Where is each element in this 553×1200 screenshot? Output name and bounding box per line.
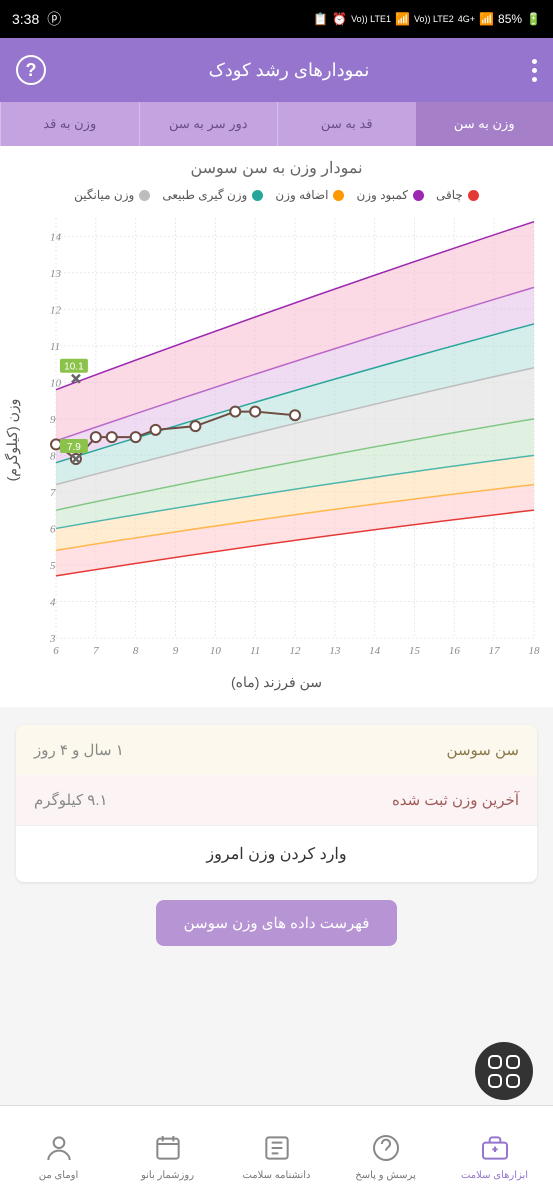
svg-text:7: 7 bbox=[93, 645, 99, 657]
pinterest-icon: ⓟ bbox=[47, 9, 61, 29]
status-bar: 3:38 ⓟ 📋 ⏰ Vo)) LTE1 📶 Vo)) LTE2 4G+ 📶 8… bbox=[0, 0, 553, 38]
legend-item: اضافه وزن bbox=[275, 188, 344, 202]
info-age-row: سن سوسن ۱ سال و ۴ روز bbox=[16, 725, 537, 775]
clipboard-icon: 📋 bbox=[313, 12, 328, 26]
x-axis-label: سن فرزند (ماه) bbox=[0, 674, 553, 699]
svg-text:4: 4 bbox=[50, 596, 56, 608]
chart-title: نمودار وزن به سن سوسن bbox=[0, 158, 553, 178]
svg-text:13: 13 bbox=[329, 645, 341, 657]
news-icon bbox=[259, 1130, 295, 1166]
battery-icon: 🔋 bbox=[526, 12, 541, 26]
chart-section: نمودار وزن به سن سوسن چاقی کمبود وزن اضافه… bbox=[0, 146, 553, 707]
page-title: نمودارهای رشد کودک bbox=[209, 60, 370, 81]
svg-text:10.1: 10.1 bbox=[64, 362, 84, 373]
calendar-icon bbox=[150, 1130, 186, 1166]
svg-text:17: 17 bbox=[489, 645, 501, 657]
info-weight-row: آخرین وزن ثبت شده ۹.۱ کیلوگرم bbox=[16, 775, 537, 825]
legend-item: وزن گیری طبیعی bbox=[162, 188, 263, 202]
svg-text:13: 13 bbox=[50, 268, 62, 280]
legend-item: چاقی bbox=[436, 188, 479, 202]
svg-text:3: 3 bbox=[49, 633, 56, 645]
chart-legend: چاقی کمبود وزن اضافه وزن وزن گیری طبیعی وزن … bbox=[0, 188, 553, 202]
nav-health-tools[interactable]: ابزارهای سلامت bbox=[440, 1130, 549, 1181]
svg-text:8: 8 bbox=[50, 450, 56, 462]
legend-item: کمبود وزن bbox=[356, 188, 424, 202]
floating-grid-button[interactable] bbox=[475, 1042, 533, 1100]
nav-encyclopedia[interactable]: دانشنامه سلامت bbox=[222, 1130, 331, 1181]
info-age-label: سن سوسن bbox=[447, 741, 519, 759]
svg-text:15: 15 bbox=[409, 645, 421, 657]
data-list-button[interactable]: فهرست داده های وزن سوسن bbox=[156, 900, 398, 946]
app-header: نمودارهای رشد کودک ? bbox=[0, 38, 553, 102]
menu-button[interactable] bbox=[532, 59, 537, 82]
info-card: سن سوسن ۱ سال و ۴ روز آخرین وزن ثبت شده … bbox=[16, 725, 537, 882]
alarm-icon: ⏰ bbox=[332, 12, 347, 26]
info-weight-value: ۹.۱ کیلوگرم bbox=[34, 791, 108, 809]
tabs: وزن به سن قد به سن دور سر به سن وزن به ق… bbox=[0, 102, 553, 146]
svg-text:9: 9 bbox=[50, 414, 56, 426]
svg-text:9: 9 bbox=[173, 645, 179, 657]
growth-chart[interactable]: 3456789101112131467891011121314151617181… bbox=[8, 210, 545, 670]
svg-text:6: 6 bbox=[50, 523, 56, 535]
nav-profile[interactable]: اومای من bbox=[4, 1130, 113, 1181]
status-time: 3:38 bbox=[12, 11, 39, 27]
question-icon bbox=[368, 1130, 404, 1166]
svg-text:5: 5 bbox=[50, 560, 56, 572]
svg-text:16: 16 bbox=[449, 645, 461, 657]
tab-head-age[interactable]: دور سر به سن bbox=[139, 102, 278, 146]
svg-text:11: 11 bbox=[250, 645, 260, 657]
svg-text:7: 7 bbox=[50, 487, 56, 499]
tab-weight-height[interactable]: وزن به قد bbox=[0, 102, 139, 146]
info-age-value: ۱ سال و ۴ روز bbox=[34, 741, 124, 759]
nav-qa[interactable]: پرسش و پاسخ bbox=[331, 1130, 440, 1181]
enter-weight-button[interactable]: وارد کردن وزن امروز bbox=[16, 825, 537, 882]
svg-text:11: 11 bbox=[50, 341, 60, 353]
svg-text:8: 8 bbox=[133, 645, 139, 657]
bottom-nav: ابزارهای سلامت پرسش و پاسخ دانشنامه سلام… bbox=[0, 1105, 553, 1200]
svg-text:10: 10 bbox=[210, 645, 222, 657]
svg-text:12: 12 bbox=[290, 645, 302, 657]
battery-pct: 85% bbox=[498, 12, 522, 26]
svg-text:14: 14 bbox=[50, 231, 62, 243]
user-icon bbox=[41, 1130, 77, 1166]
svg-text:18: 18 bbox=[529, 645, 541, 657]
briefcase-icon bbox=[477, 1130, 513, 1166]
svg-text:14: 14 bbox=[369, 645, 381, 657]
tab-height-age[interactable]: قد به سن bbox=[277, 102, 416, 146]
legend-item: وزن میانگین bbox=[74, 188, 150, 202]
info-weight-label: آخرین وزن ثبت شده bbox=[392, 791, 519, 809]
nav-calendar[interactable]: روزشمار بانو bbox=[113, 1130, 222, 1181]
help-icon[interactable]: ? bbox=[16, 55, 46, 85]
svg-text:6: 6 bbox=[53, 645, 59, 657]
tab-weight-age[interactable]: وزن به سن bbox=[416, 102, 553, 146]
svg-text:7.9: 7.9 bbox=[67, 442, 81, 453]
